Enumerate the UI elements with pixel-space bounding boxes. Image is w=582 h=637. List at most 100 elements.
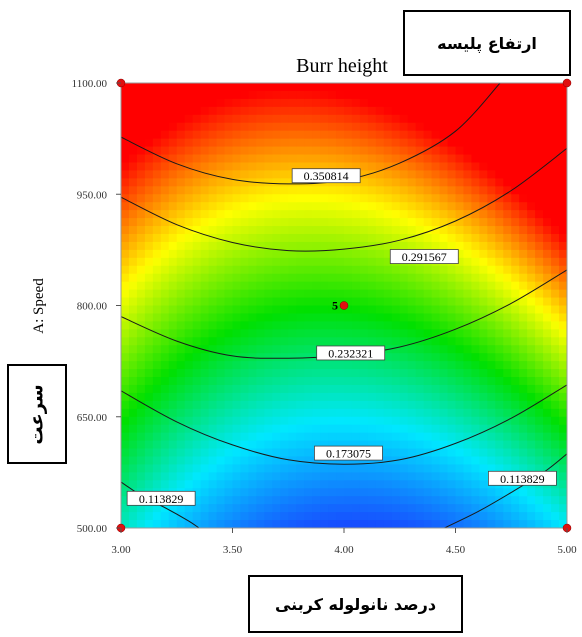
heat-cell bbox=[256, 202, 265, 211]
heat-cell bbox=[527, 281, 536, 291]
heat-cell bbox=[375, 329, 385, 338]
heat-cell bbox=[527, 257, 536, 267]
heat-cell bbox=[280, 456, 289, 466]
heat-cell bbox=[248, 384, 257, 394]
heat-cell bbox=[320, 504, 329, 513]
heat-cell bbox=[511, 233, 520, 243]
heat-cell bbox=[367, 210, 377, 219]
heat-cell bbox=[415, 202, 425, 211]
heat-cell bbox=[160, 345, 170, 354]
heat-cell bbox=[487, 162, 496, 172]
heat-cell bbox=[176, 313, 186, 322]
heat-cell bbox=[375, 520, 385, 528]
heat-cell bbox=[248, 448, 257, 458]
contour-label-text: 0.232321 bbox=[328, 346, 373, 360]
heat-cell bbox=[439, 496, 449, 505]
heat-cell bbox=[200, 440, 210, 450]
heat-cell bbox=[328, 464, 337, 473]
heat-cell bbox=[272, 146, 281, 156]
heat-cell bbox=[487, 202, 496, 211]
heat-cell bbox=[359, 392, 369, 402]
heat-cell bbox=[447, 241, 457, 251]
heat-cell bbox=[487, 400, 496, 410]
heat-cell bbox=[216, 488, 226, 497]
heat-cell bbox=[160, 321, 170, 330]
heat-cell bbox=[447, 98, 457, 108]
heat-cell bbox=[160, 361, 170, 370]
heat-cell bbox=[280, 273, 289, 283]
heat-cell bbox=[344, 416, 353, 426]
heat-cell bbox=[256, 512, 265, 521]
heat-cell bbox=[304, 130, 313, 140]
heat-cell bbox=[527, 369, 536, 378]
heat-cell bbox=[208, 90, 218, 100]
heat-cell bbox=[264, 456, 273, 466]
heat-cell bbox=[359, 408, 369, 418]
heat-cell bbox=[200, 98, 210, 108]
heat-cell bbox=[527, 512, 536, 521]
heat-cell bbox=[479, 265, 488, 275]
heat-cell bbox=[423, 353, 433, 362]
heat-cell bbox=[304, 504, 313, 513]
heat-cell bbox=[455, 226, 465, 235]
heat-cell bbox=[367, 202, 377, 211]
heat-cell bbox=[128, 106, 138, 116]
heat-cell bbox=[503, 83, 512, 92]
heat-cell bbox=[184, 178, 194, 187]
heat-cell bbox=[463, 480, 473, 489]
heat-cell bbox=[519, 345, 528, 354]
heat-cell bbox=[559, 520, 567, 528]
heat-cell bbox=[336, 146, 345, 156]
heat-cell bbox=[176, 170, 186, 179]
heat-cell bbox=[367, 289, 377, 299]
heat-cell bbox=[519, 361, 528, 370]
heat-cell bbox=[527, 98, 536, 108]
heat-cell bbox=[447, 353, 457, 362]
heat-cell bbox=[144, 138, 154, 148]
heat-cell bbox=[336, 504, 345, 513]
heat-cell bbox=[152, 289, 162, 299]
heat-cell bbox=[479, 178, 488, 187]
heat-cell bbox=[559, 488, 567, 497]
heat-cell bbox=[407, 114, 417, 124]
heat-cell bbox=[152, 154, 162, 164]
heat-cell bbox=[423, 297, 433, 307]
heat-cell bbox=[375, 178, 385, 187]
heat-cell bbox=[248, 289, 257, 299]
heat-cell bbox=[487, 265, 496, 275]
heat-cell bbox=[487, 440, 496, 450]
heat-cell bbox=[184, 226, 194, 235]
heat-cell bbox=[431, 122, 441, 132]
heat-cell bbox=[399, 226, 409, 235]
heat-cell bbox=[431, 202, 441, 211]
heat-cell bbox=[336, 90, 345, 100]
heat-cell bbox=[208, 369, 218, 378]
heat-cell bbox=[144, 329, 154, 338]
heat-cell bbox=[248, 297, 257, 307]
heat-cell bbox=[479, 138, 488, 148]
heat-cell bbox=[160, 289, 170, 299]
heat-cell bbox=[391, 265, 401, 275]
heat-cell bbox=[415, 273, 425, 283]
heat-cell bbox=[344, 130, 353, 140]
heat-cell bbox=[479, 361, 488, 370]
heat-cell bbox=[455, 504, 465, 513]
heat-cell bbox=[375, 297, 385, 307]
heat-cell bbox=[320, 305, 329, 315]
heat-cell bbox=[359, 233, 369, 243]
heat-cell bbox=[144, 305, 154, 315]
heat-cell bbox=[375, 289, 385, 299]
heat-cell bbox=[359, 472, 369, 481]
heat-cell bbox=[391, 329, 401, 338]
heat-cell bbox=[160, 440, 170, 450]
heat-cell bbox=[455, 305, 465, 315]
heat-cell bbox=[304, 392, 313, 402]
heat-cell bbox=[559, 138, 567, 148]
heat-cell bbox=[272, 249, 281, 259]
heat-cell bbox=[248, 520, 257, 528]
heat-cell bbox=[559, 273, 567, 283]
heat-cell bbox=[367, 297, 377, 307]
heat-cell bbox=[511, 98, 520, 108]
heat-cell bbox=[192, 416, 202, 426]
heat-cell bbox=[535, 424, 544, 434]
